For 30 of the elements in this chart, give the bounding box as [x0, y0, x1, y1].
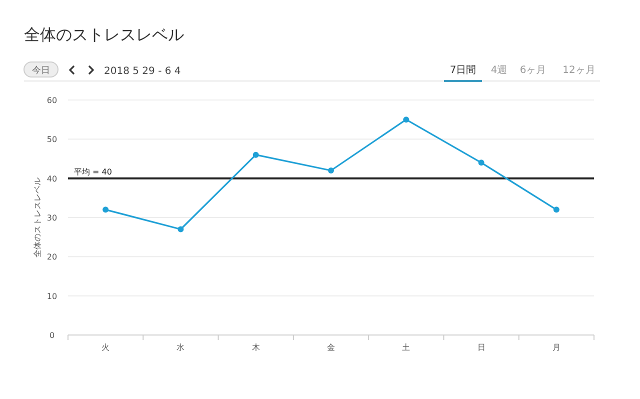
chart-subtitle: 2018 5 29 - 6 4 — [104, 66, 181, 77]
y-axis-title: 全体のストレスレベル — [33, 178, 42, 258]
ref-line-label: 平均 = 40 — [74, 167, 112, 176]
x-tick-label: 火 — [102, 343, 110, 352]
text: 7日間 — [450, 65, 476, 76]
point — [178, 226, 184, 232]
y-tick-label: 30 — [46, 214, 58, 222]
y-tick-label: 50 — [46, 135, 58, 144]
y-tick-label: 60 — [46, 96, 58, 105]
point — [478, 160, 484, 166]
x-tick-label: 木 — [252, 343, 260, 352]
text: 6ヶ月 — [520, 65, 546, 76]
x-tick-label: 土 — [402, 343, 410, 352]
x-tick-label: 水 — [176, 343, 185, 352]
y-tick-label: 20 — [46, 252, 58, 262]
point — [403, 116, 410, 123]
y-tick-label: 0 — [49, 331, 55, 340]
y-tick-label: 10 — [46, 292, 58, 301]
x-tick-label: 日 — [477, 343, 486, 352]
x-tick-label: 月 — [552, 343, 560, 352]
text: 12ヶ月 — [562, 65, 596, 76]
text: 今日 — [32, 65, 50, 76]
point — [328, 168, 334, 174]
text: 4週 — [490, 65, 508, 76]
point — [553, 206, 560, 213]
y-tick-label: 40 — [46, 174, 58, 184]
x-tick-label: 金 — [327, 343, 335, 352]
chart-title: 全体のストレスレベル — [24, 25, 184, 44]
point — [252, 152, 259, 158]
point — [102, 206, 109, 213]
